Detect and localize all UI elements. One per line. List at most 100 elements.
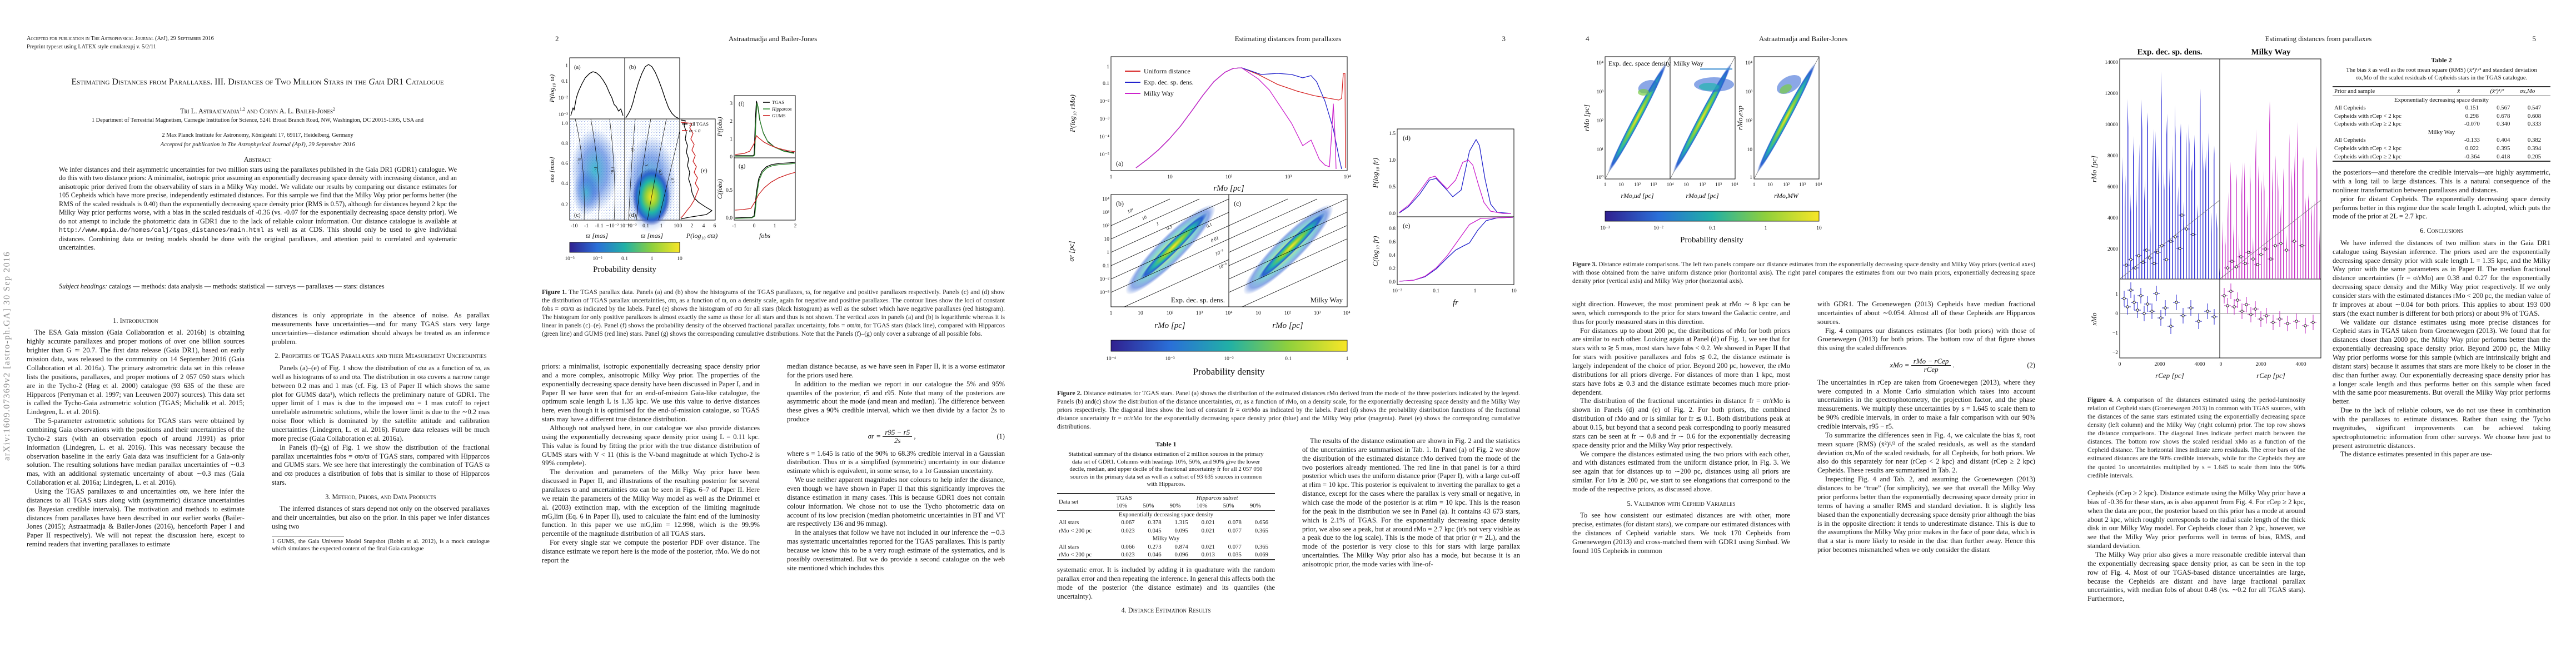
abstract-text: We infer distances and their asymmetric … xyxy=(59,166,457,252)
eq-lhs: xMo = xyxy=(1890,360,1911,369)
tick: 10⁻² xyxy=(1224,356,1234,362)
tick: 10 xyxy=(1683,182,1689,188)
accepted-italic: Accepted for publication in The Astrophy… xyxy=(160,141,355,148)
tick: 4000 xyxy=(2296,362,2306,367)
diagonal-label: 10 xyxy=(1141,214,1148,221)
diagonal-line xyxy=(1228,238,1347,293)
tick: 10² xyxy=(1167,311,1174,316)
figure-2-caption: Figure 2. Distance estimates for TGAS st… xyxy=(1057,389,1520,431)
diagonal-label: 10⁻⁴ xyxy=(1218,261,1228,270)
table-cell: 0.096 xyxy=(1174,551,1188,559)
contour-label: −1 xyxy=(592,166,598,172)
paragraph: The results of the distance estimation a… xyxy=(1302,437,1520,569)
y-axis-label: P(log₁₀ fr) xyxy=(1371,158,1379,188)
panel-f-curves: TGAS Hipparcos GUMS xyxy=(735,99,796,157)
tick: 0.2 xyxy=(1389,266,1396,272)
tick: 10⁻³ xyxy=(1100,117,1110,122)
table-1-grid: Data set TGAS Hipparcos subset 10% 50% 90% 10… xyxy=(1057,493,1275,561)
denominator: rCep xyxy=(1924,365,1939,374)
panel-1-content: Exp. dec. space density xyxy=(1605,56,1671,180)
denominator: 2s xyxy=(894,436,901,445)
column-left: Cepheids (rCep ≥ 2 kpc). Distance estima… xyxy=(2087,489,2305,638)
table-cell: 0.608 xyxy=(2527,112,2542,120)
tick: 10⁻² xyxy=(1653,226,1663,231)
table-row: All stars 0.066 0.273 0.874 0.021 0.077 0.365 xyxy=(1057,543,1275,551)
table-cell: 0.035 xyxy=(1228,551,1242,559)
paragraph: The derivation and parameters of the Mil… xyxy=(542,468,760,538)
tick: 10⁻² xyxy=(1100,99,1110,104)
panel-bottom-left-frame xyxy=(2119,278,2220,359)
paragraph: The distribution of the fractional uncer… xyxy=(1572,397,1790,449)
data-point xyxy=(2284,315,2291,332)
running-title: Estimating distances from parallaxes xyxy=(1234,34,1342,43)
page-4: 4 Astraatmadja and Bailer-Jones Exp. dec… xyxy=(1546,0,2061,667)
table-row: Exponentially decreasing space density xyxy=(1057,510,1275,519)
data-point xyxy=(2179,307,2187,324)
table-cell: 0.021 xyxy=(1201,543,1215,550)
table-cell: 0.382 xyxy=(2527,137,2542,144)
contour-line xyxy=(609,118,615,221)
curve-fr-mw xyxy=(1399,160,1511,214)
panel-3-frame xyxy=(1753,56,1820,180)
paragraph: To see how consistent our estimated dist… xyxy=(1572,511,1790,555)
tick: 14000 xyxy=(2105,60,2118,66)
caption-text: Distance estimates for TGAS stars. Panel… xyxy=(1057,390,1520,431)
tick: 3 xyxy=(730,101,733,107)
diagonal-line xyxy=(1110,225,1229,280)
tick: -10 xyxy=(571,223,578,229)
data-point xyxy=(2224,297,2231,314)
y-axis-label: σr [pc] xyxy=(1067,241,1075,261)
paragraph: median distance because, as we have seen… xyxy=(787,362,1005,379)
running-title: Estimating distances from parallaxes xyxy=(2265,34,2372,43)
table-cell: 0.067 xyxy=(1121,519,1135,526)
x-axis-label: rMo [pc] xyxy=(1213,184,1244,193)
author-affil-sup: 2 xyxy=(333,107,336,112)
contour-label: 1 xyxy=(644,163,650,167)
paragraphs: with GDR1. The Groenewegen (2013) Cephei… xyxy=(1817,300,2035,353)
tick: 1 xyxy=(1110,175,1113,180)
equation-number: (2) xyxy=(2027,361,2035,370)
catalogue-url-link[interactable]: http://www.mpia.de/homes/calj/tgas_dista… xyxy=(59,227,265,235)
col-header: 50% xyxy=(1143,502,1154,510)
tick: 10³ xyxy=(1196,311,1203,316)
fraction: r95 − r5 2s xyxy=(883,428,913,445)
legend-label: Hipparcos xyxy=(771,106,792,112)
panel-title: Milky Way xyxy=(2251,48,2291,57)
diagonal-line xyxy=(1110,198,1229,253)
tick: 10⁻³ xyxy=(1100,290,1110,296)
table-cell: 0.340 xyxy=(2497,121,2510,128)
subject-headings: Subject headings: catalogs — methods: da… xyxy=(59,282,457,291)
y-axis-label: rMo,exp xyxy=(1736,106,1744,130)
paragraph: We have inferred the distances of two mi… xyxy=(2333,238,2550,317)
table-cell: 0.404 xyxy=(2497,137,2510,144)
paragraph: sight direction. However, the most promi… xyxy=(1572,300,1790,326)
tick: 10⁴ xyxy=(1667,182,1675,188)
tick: 10 xyxy=(1104,237,1110,242)
tick: 10 xyxy=(1747,147,1753,153)
tick: 10 xyxy=(1138,311,1143,316)
table-cell: -0.070 xyxy=(2464,121,2480,128)
panel-title: Exp. dec. sp. dens. xyxy=(1171,296,1225,304)
tick: 10⁴ xyxy=(1815,182,1823,188)
contour-line xyxy=(636,118,651,221)
top-left-errorbars xyxy=(2119,71,2220,280)
tick: 12000 xyxy=(2105,91,2118,97)
tick: 2000 xyxy=(2107,247,2118,252)
col-header: σx,Mo xyxy=(2520,88,2535,95)
contour-label: −10 xyxy=(576,157,582,165)
panel-d-density: 10 1 0.3 0.1 xyxy=(625,118,680,233)
data-point xyxy=(2167,318,2175,335)
column-left: Table 1 Statistical summary of the dista… xyxy=(1057,437,1275,637)
table-row: All Cepheids -0.133 0.404 0.382 xyxy=(2333,136,2550,145)
paragraph: We use neither apparent magnitudes nor c… xyxy=(787,476,1005,528)
cumulative-hipparcos xyxy=(735,163,796,219)
tick: 10⁻² xyxy=(592,256,602,262)
paragraph: The inferred distances of stars depend n… xyxy=(272,505,490,531)
abstract-part: We infer distances and their asymmetric … xyxy=(59,166,457,225)
panel-bc-axes: 10⁴ 10³ 10² 10 1 0.1 10⁻² 10⁻³ σr [pc] 1… xyxy=(1067,197,1351,330)
tick: 10⁴ xyxy=(1225,311,1233,316)
paragraph: priors: a minimalist, isotropic exponent… xyxy=(542,362,760,424)
table-row-label: Cepheids with rCep ≥ 2 kpc xyxy=(2334,153,2401,160)
tick: 10² xyxy=(1634,182,1641,188)
contour-line xyxy=(628,118,636,221)
